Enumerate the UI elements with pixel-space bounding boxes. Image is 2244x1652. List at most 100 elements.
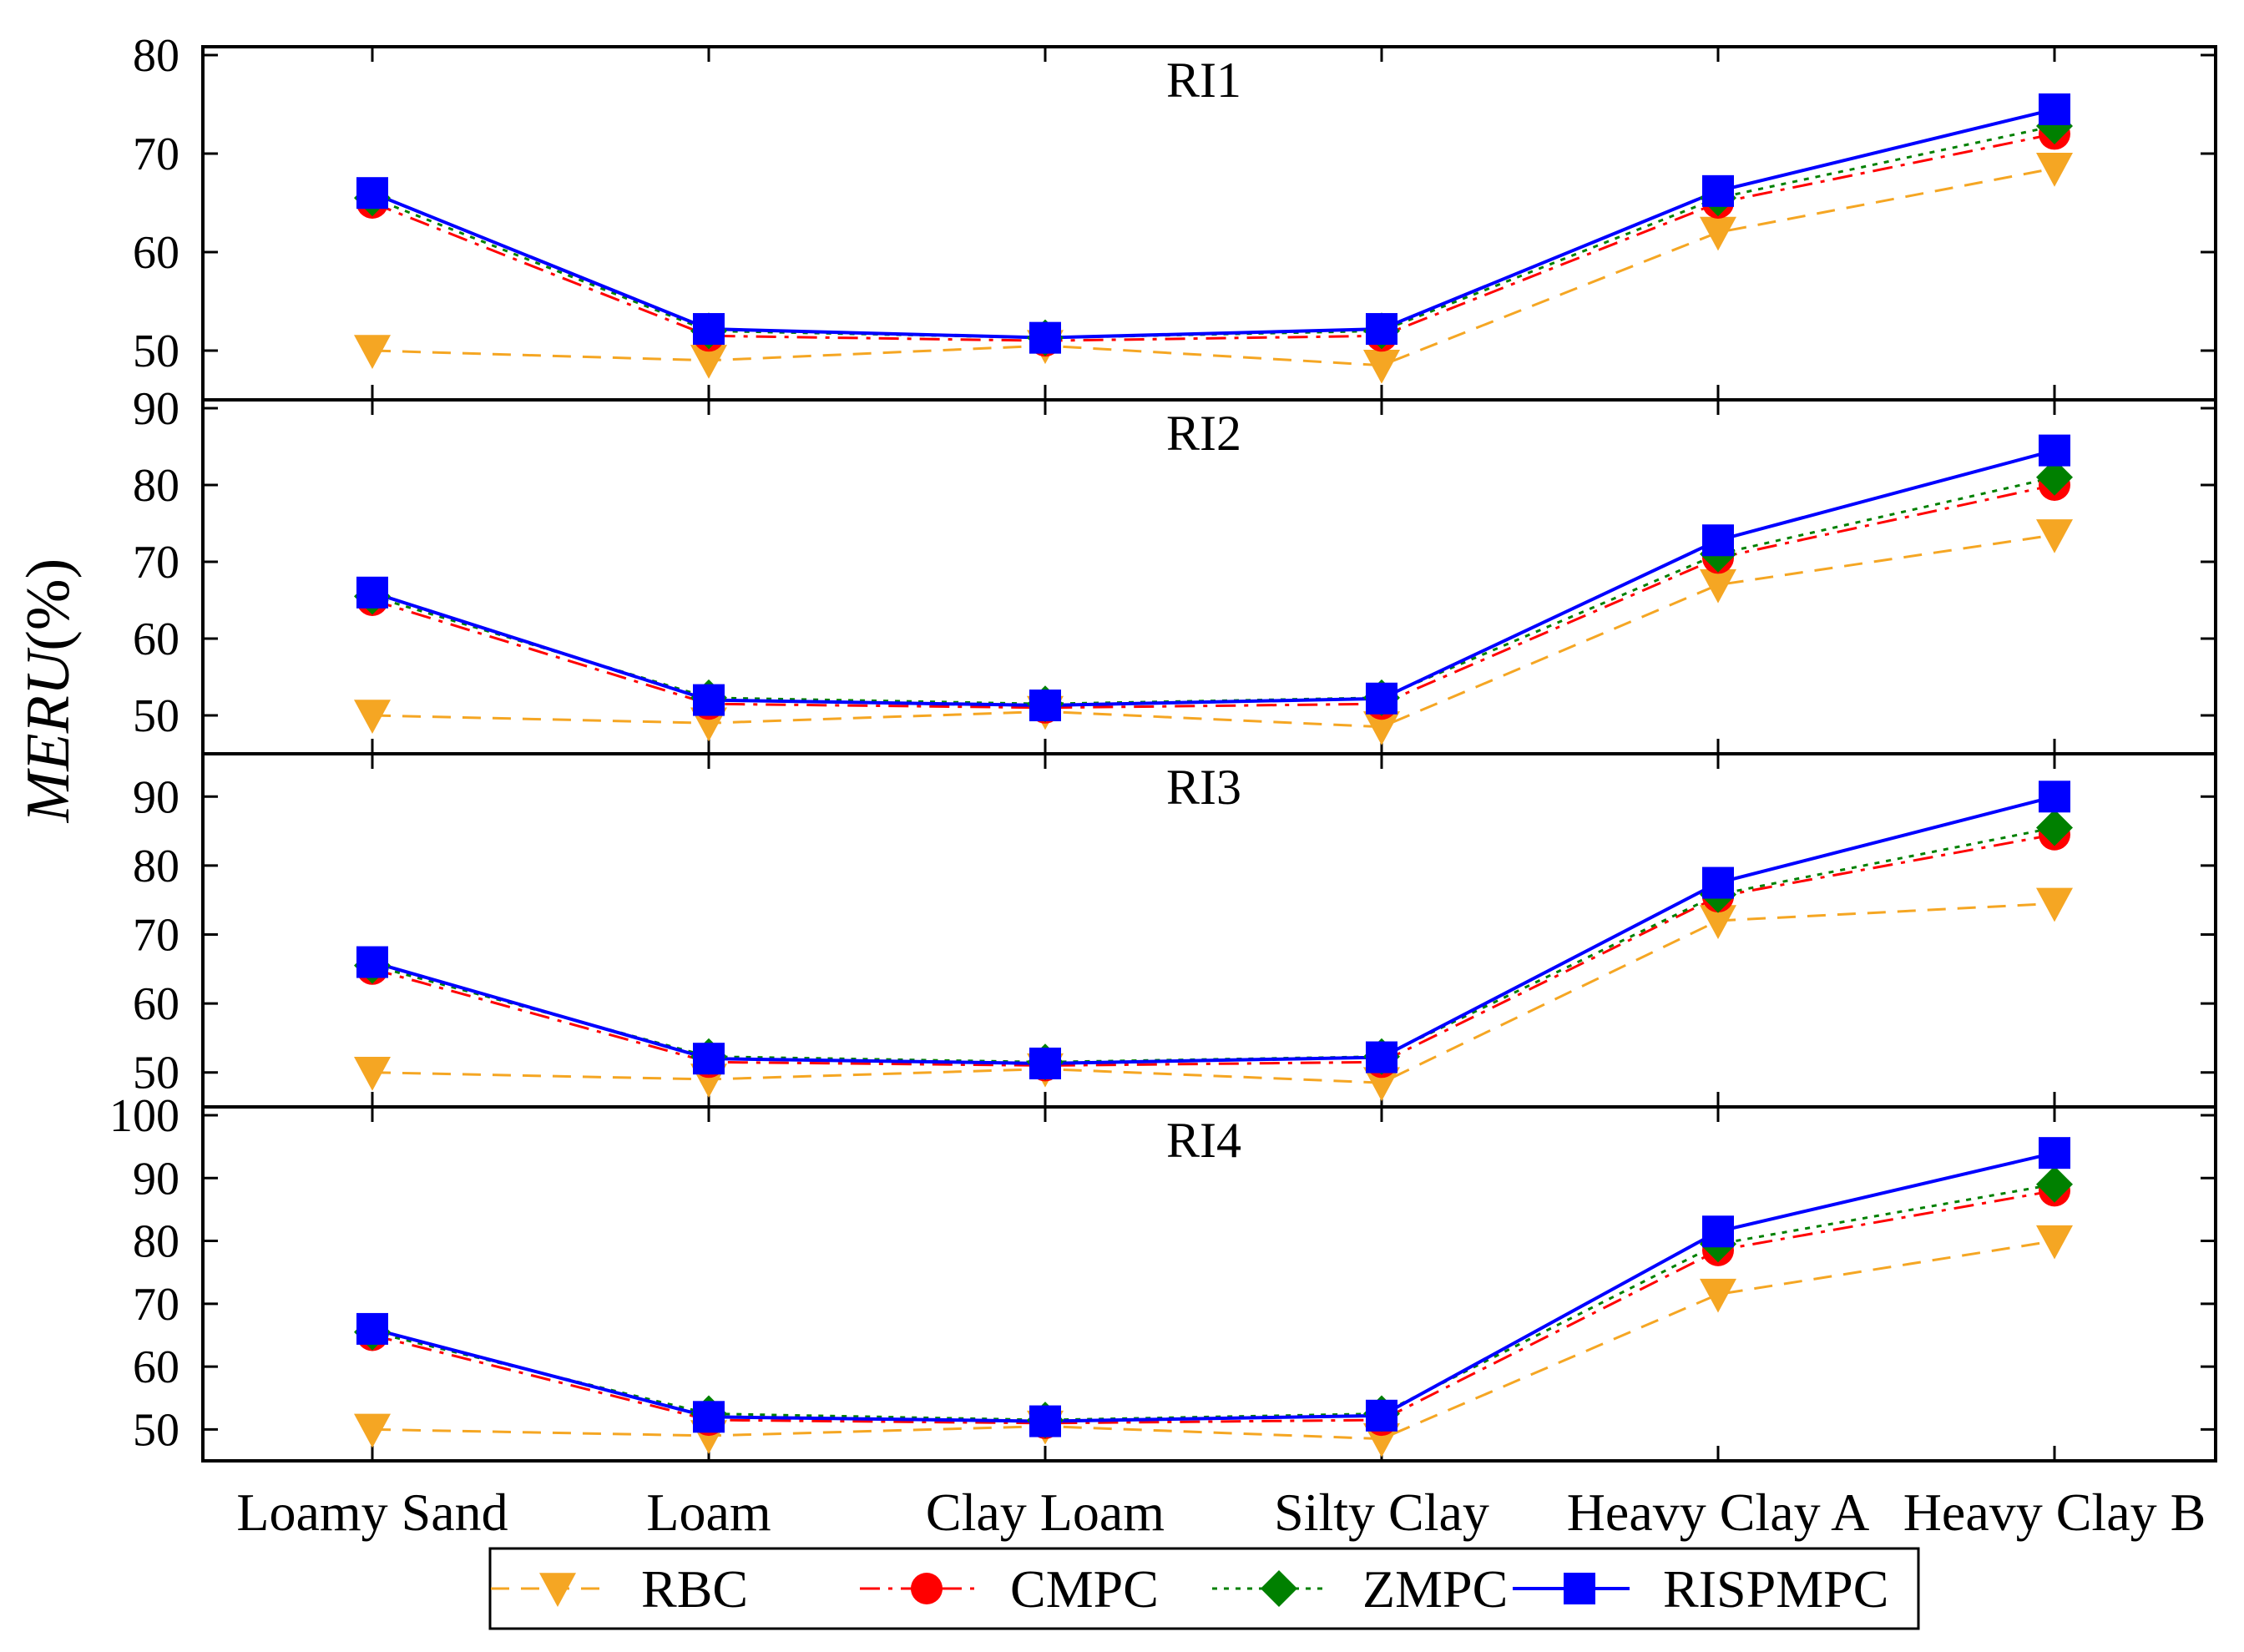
- data-point-rispmpc: [1366, 313, 1397, 346]
- y-tick-label: 50: [133, 1404, 179, 1456]
- y-tick-label: 80: [133, 30, 179, 82]
- data-point-rispmpc: [1029, 321, 1061, 354]
- y-tick-label: 70: [133, 537, 179, 589]
- series-line-zmpc: [371, 476, 2055, 705]
- y-tick-label: 70: [133, 1279, 179, 1331]
- series-line-zmpc: [371, 1183, 2055, 1422]
- legend-marker-cmpc: [911, 1573, 943, 1604]
- data-point-rbc: [2036, 519, 2073, 553]
- data-point-rbc: [2036, 887, 2073, 922]
- data-point-rispmpc: [356, 1312, 388, 1345]
- data-point-zmpc: [2036, 458, 2073, 496]
- chart-panels: 50 60 70 80 RI1 50 60 70 80 90 RI2 50 60 70 80 90 RI3 50 6…: [109, 30, 2217, 1463]
- data-point-rispmpc: [1702, 174, 1734, 207]
- data-point-rbc: [2036, 153, 2073, 187]
- data-point-rispmpc: [693, 684, 725, 716]
- data-point-rispmpc: [356, 576, 388, 609]
- legend-label: RISPMPC: [1663, 1559, 1888, 1619]
- series-line-cmpc: [371, 132, 2055, 342]
- data-point-rispmpc: [2039, 781, 2070, 813]
- y-tick-label: 70: [133, 129, 179, 180]
- panel-2: 50 60 70 80 90 RI2: [133, 383, 2217, 755]
- data-point-rbc: [1363, 711, 1400, 745]
- data-point-rispmpc: [1366, 1041, 1397, 1074]
- x-tick-label: Clay Loam: [926, 1483, 1165, 1542]
- legend-marker-rbc: [539, 1573, 576, 1607]
- data-point-rbc: [1700, 905, 1736, 939]
- x-tick-label: Heavy Clay B: [1903, 1483, 2206, 1542]
- series-line-rispmpc: [371, 107, 2055, 340]
- series-line-rispmpc: [371, 795, 2055, 1065]
- data-point-rispmpc: [1029, 1047, 1061, 1079]
- series-line-rispmpc: [371, 1151, 2055, 1423]
- y-tick-label: 80: [133, 841, 179, 892]
- legend-label: ZMPC: [1362, 1559, 1508, 1619]
- y-tick-label: 100: [109, 1090, 179, 1142]
- data-point-zmpc: [2036, 809, 2073, 846]
- data-point-rispmpc: [693, 313, 725, 346]
- legend-marker-zmpc: [1261, 1570, 1297, 1607]
- data-point-rispmpc: [2039, 93, 2070, 125]
- data-point-rbc: [1700, 216, 1736, 251]
- y-tick-label: 90: [133, 1153, 179, 1205]
- data-point-rispmpc: [2039, 434, 2070, 467]
- data-point-zmpc: [2036, 1165, 2073, 1203]
- y-tick-label: 50: [133, 690, 179, 742]
- legend: RBC CMPC ZMPC RISPMPC: [488, 1547, 1920, 1630]
- panel-title: RI1: [1166, 53, 1241, 108]
- y-tick-label: 60: [133, 614, 179, 665]
- legend-label: CMPC: [1010, 1559, 1159, 1619]
- panel-title: RI4: [1166, 1113, 1241, 1168]
- category-axis: Loamy Sand Loam Clay Loam Silty Clay Heavy C…: [236, 1483, 2206, 1542]
- data-point-rispmpc: [1702, 866, 1734, 899]
- data-point-rispmpc: [1366, 1399, 1397, 1432]
- panel-4: 50 60 70 80 90 100 RI4: [109, 1090, 2217, 1463]
- series-line-cmpc: [371, 483, 2055, 710]
- y-tick-label: 60: [133, 978, 179, 1030]
- y-tick-label: 90: [133, 771, 179, 823]
- data-point-rispmpc: [356, 946, 388, 978]
- legend-label: RBC: [641, 1559, 748, 1619]
- data-point-rispmpc: [1029, 1405, 1061, 1437]
- y-tick-label: 60: [133, 227, 179, 279]
- data-point-rispmpc: [1366, 682, 1397, 715]
- y-tick-label: 80: [133, 1216, 179, 1268]
- x-tick-label: Heavy Clay A: [1567, 1483, 1870, 1542]
- data-point-rbc: [354, 1413, 391, 1448]
- series-line-rbc: [371, 167, 2055, 367]
- panel-1: 50 60 70 80 RI1: [133, 30, 2217, 402]
- y-axis-label: MERU(%): [14, 558, 83, 823]
- series-line-rbc: [371, 902, 2055, 1084]
- legend-frame: [488, 1547, 1920, 1630]
- legend-marker-rispmpc: [1564, 1573, 1595, 1604]
- data-point-rbc: [354, 1057, 391, 1091]
- data-point-rispmpc: [356, 177, 388, 210]
- panel-3: 50 60 70 80 90 RI3: [133, 752, 2217, 1109]
- y-tick-label: 50: [133, 326, 179, 377]
- data-point-rispmpc: [693, 1043, 725, 1075]
- series-line-rbc: [371, 1240, 2055, 1441]
- data-point-rispmpc: [1702, 1215, 1734, 1248]
- data-point-rbc: [690, 345, 727, 379]
- series-line-cmpc: [371, 1189, 2055, 1425]
- data-point-rbc: [1700, 568, 1736, 604]
- data-point-rispmpc: [693, 1401, 725, 1433]
- data-point-rbc: [1700, 1278, 1736, 1313]
- panel-frame: [201, 1105, 2217, 1463]
- y-tick-label: 60: [133, 1341, 179, 1393]
- data-point-rbc: [2036, 1225, 2073, 1260]
- y-tick-label: 70: [133, 910, 179, 962]
- y-tick-label: 80: [133, 460, 179, 512]
- y-axis-label-unit: (%): [14, 558, 83, 651]
- series-line-rispmpc: [371, 448, 2055, 708]
- x-tick-label: Silty Clay: [1274, 1483, 1489, 1542]
- y-axis-label-italic: MERU: [14, 647, 83, 823]
- data-point-rbc: [354, 335, 391, 369]
- panel-title: RI3: [1166, 760, 1241, 815]
- x-tick-label: Loamy Sand: [236, 1483, 508, 1542]
- panel-title: RI2: [1166, 406, 1241, 461]
- data-point-rbc: [1363, 350, 1400, 384]
- data-point-rispmpc: [2039, 1137, 2070, 1170]
- data-point-rispmpc: [1702, 524, 1734, 557]
